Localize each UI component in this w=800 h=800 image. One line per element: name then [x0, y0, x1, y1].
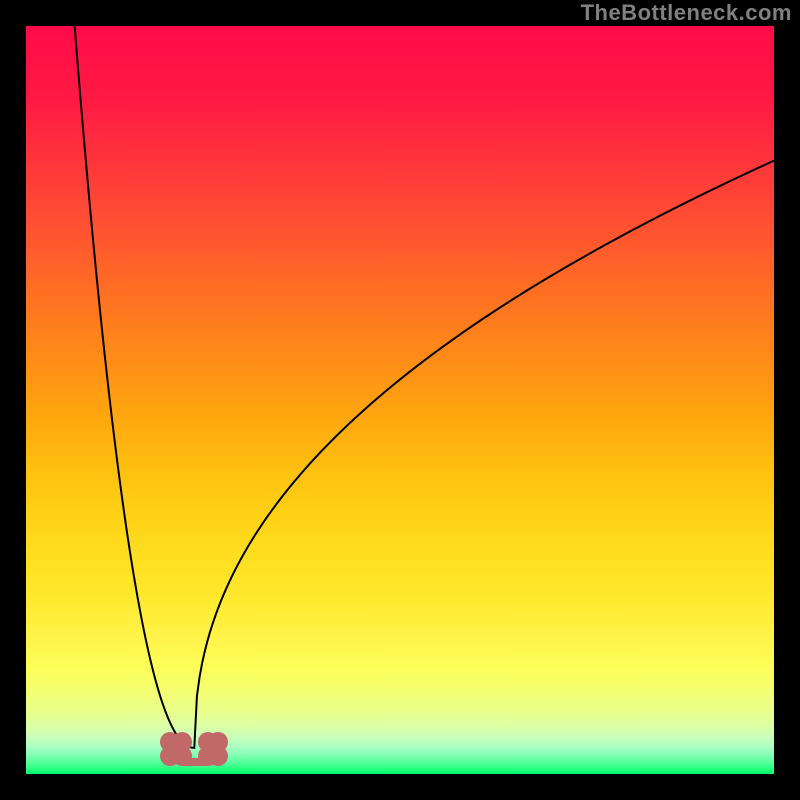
bottleneck-chart: [0, 0, 800, 800]
chart-root: TheBottleneck.com: [0, 0, 800, 800]
gradient-plot-area: [26, 26, 774, 774]
